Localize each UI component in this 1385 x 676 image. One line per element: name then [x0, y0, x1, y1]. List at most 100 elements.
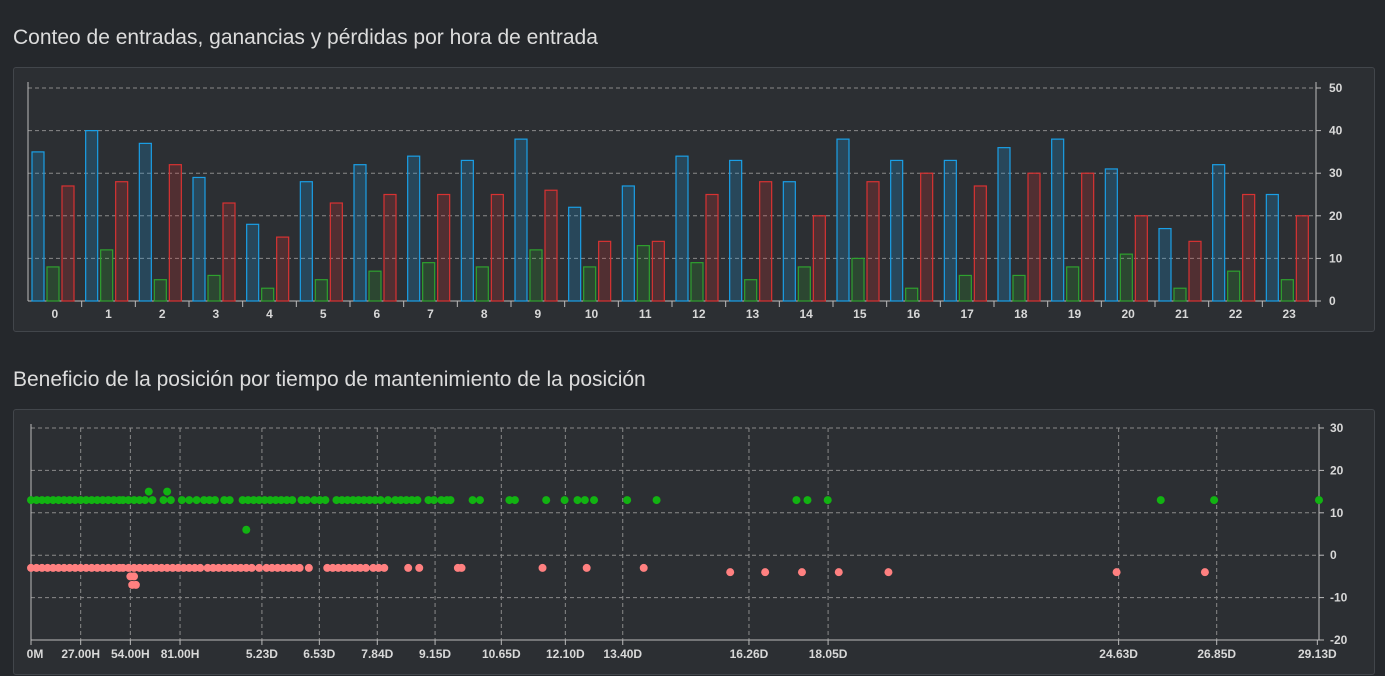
- entries-bar: [1265, 193, 1279, 302]
- profit-point: [360, 496, 369, 505]
- profit-point: [1156, 496, 1165, 505]
- profit-point: [82, 496, 91, 505]
- entries-bar: [836, 138, 850, 302]
- x-tick-label: 29.13D: [1298, 647, 1337, 661]
- wins-bar: [368, 270, 382, 302]
- loss-point: [214, 563, 223, 572]
- wins-bar: [1280, 279, 1294, 302]
- loss-point: [884, 568, 893, 577]
- loss-point: [284, 563, 293, 572]
- wins-bar: [958, 274, 972, 302]
- loss-point: [415, 563, 424, 572]
- profit-point: [1315, 496, 1323, 505]
- entries-bar: [192, 176, 206, 302]
- x-tick-label: 15: [853, 307, 867, 321]
- loss-point: [190, 563, 199, 572]
- entries-bar: [138, 142, 152, 302]
- x-tick-label: 7: [427, 307, 434, 321]
- loss-point: [174, 563, 183, 572]
- profit-point: [38, 496, 47, 505]
- x-tick-label: 9: [534, 307, 541, 321]
- loss-point: [761, 568, 770, 577]
- chart2-panel: -20 -10 0 10 20 30 0M 27.00H 54.00H 81.00H 5.23D 6.…: [13, 409, 1375, 675]
- loss-point: [168, 563, 177, 572]
- losses-bar: [973, 185, 987, 302]
- profit-point: [93, 496, 102, 505]
- wins-bar: [529, 249, 543, 302]
- entries-bar: [460, 159, 474, 302]
- loss-point: [65, 563, 74, 572]
- loss-point: [130, 572, 139, 581]
- loss-point: [185, 563, 194, 572]
- losses-bar: [1188, 240, 1202, 302]
- y-tick-label: 20: [1329, 209, 1343, 223]
- loss-point: [236, 563, 245, 572]
- loss-point: [179, 563, 188, 572]
- loss-point: [60, 563, 69, 572]
- x-tick-label: 2: [159, 307, 166, 321]
- entries-bar: [31, 151, 45, 302]
- loss-point: [304, 563, 313, 572]
- profit-point: [823, 496, 832, 505]
- loss-point: [639, 563, 648, 572]
- x-tick-label: 18.05D: [809, 647, 848, 661]
- wins-bar: [744, 279, 758, 302]
- profit-point: [365, 496, 374, 505]
- entries-bar: [890, 159, 904, 302]
- losses-bar: [544, 189, 558, 302]
- profit-point: [371, 496, 380, 505]
- x-tick-label: 6: [373, 307, 380, 321]
- profit-point: [1210, 496, 1219, 505]
- wins-bar: [690, 262, 704, 302]
- profit-point: [71, 496, 80, 505]
- losses-bar: [759, 181, 773, 302]
- wins-bar: [261, 287, 275, 302]
- y-tick-label: 10: [1330, 506, 1344, 520]
- loss-point: [130, 563, 139, 572]
- wins-bar: [1012, 274, 1026, 302]
- losses-bar: [598, 240, 612, 302]
- loss-point: [255, 563, 264, 572]
- wins-bar: [100, 249, 114, 302]
- losses-bar: [1295, 215, 1309, 302]
- loss-point: [231, 563, 240, 572]
- profit-point: [792, 496, 801, 505]
- x-tick-label: 5.23D: [246, 647, 278, 661]
- profit-point: [337, 496, 346, 505]
- profit-point: [166, 496, 175, 505]
- wins-bar: [1119, 253, 1133, 302]
- loss-point: [726, 568, 735, 577]
- profit-point: [424, 496, 433, 505]
- profit-point: [413, 496, 422, 505]
- loss-point: [538, 563, 547, 572]
- profit-point: [177, 496, 186, 505]
- loss-point: [71, 563, 80, 572]
- x-tick-label: 5: [320, 307, 327, 321]
- x-tick-label: 19: [1068, 307, 1082, 321]
- losses-bar: [651, 240, 665, 302]
- y-tick-label: 0: [1330, 548, 1337, 562]
- profit-point: [282, 496, 291, 505]
- entries-bar: [299, 181, 313, 302]
- profit-point: [104, 496, 113, 505]
- x-tick-label: 3: [212, 307, 219, 321]
- profit-point: [271, 496, 280, 505]
- loss-point: [582, 563, 591, 572]
- wins-bar: [475, 266, 489, 302]
- loss-point: [38, 563, 47, 572]
- profit-point: [429, 496, 438, 505]
- wins-bar: [1066, 266, 1080, 302]
- wins-bar: [797, 266, 811, 302]
- x-tick-label: 1: [105, 307, 112, 321]
- loss-point: [834, 568, 843, 577]
- y-tick-label: 20: [1330, 463, 1344, 477]
- x-tick-label: 24.63D: [1099, 647, 1138, 661]
- profit-point: [185, 496, 194, 505]
- loss-point: [361, 563, 370, 572]
- loss-point: [1200, 568, 1209, 577]
- profit-point: [199, 496, 208, 505]
- loss-point: [32, 563, 41, 572]
- profit-point: [124, 496, 133, 505]
- loss-point: [43, 563, 52, 572]
